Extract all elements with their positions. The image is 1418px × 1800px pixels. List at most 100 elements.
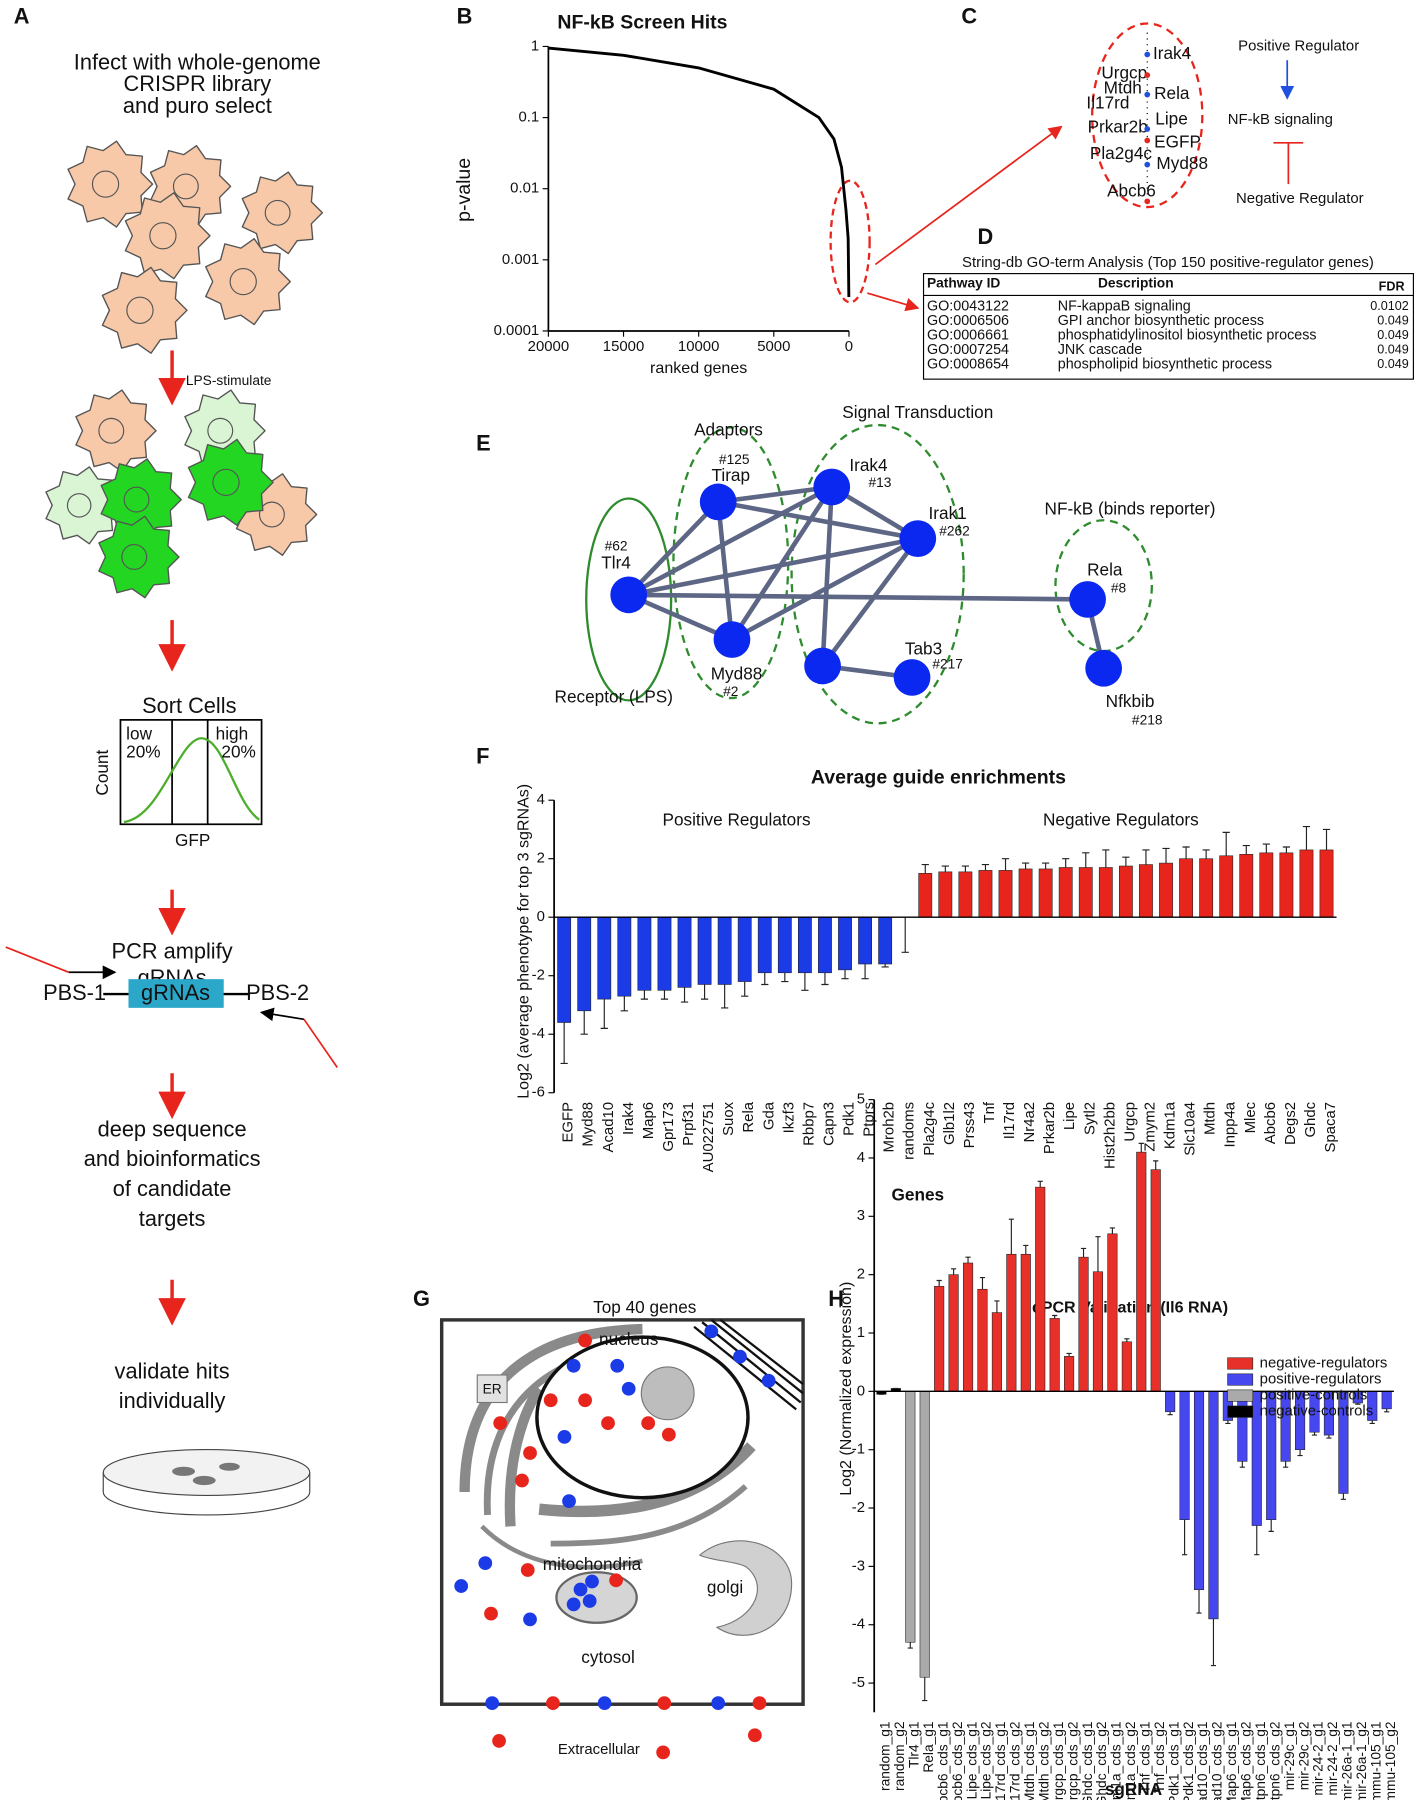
error-bar — [1239, 1461, 1245, 1468]
bar — [1159, 862, 1173, 918]
step-text: individually — [119, 1388, 226, 1413]
x-tick-label: Pdk1_cds_g2 — [1181, 1721, 1196, 1800]
x-tick-label: Mtdh_cds_g2 — [1036, 1721, 1051, 1800]
bar — [1006, 1253, 1017, 1392]
cell-label: Extracellular — [558, 1742, 640, 1758]
x-tick-label: mir-24-2_g2 — [1325, 1721, 1340, 1795]
nucleolus — [640, 1366, 695, 1421]
arrow — [874, 125, 1063, 266]
y-tick-label: 5 — [857, 1092, 865, 1108]
x-tick-label: AU022751 — [701, 1102, 717, 1172]
x-tick-label: Zmym2 — [1142, 1102, 1158, 1152]
gfp-curve — [123, 737, 260, 824]
node-label: Rela — [1087, 559, 1123, 579]
x-tick-label: 0 — [845, 339, 853, 355]
x-tick-label: Ptpn6_cds_g2 — [1267, 1721, 1282, 1800]
x-tick-label: Map6_cds_g2 — [1239, 1721, 1254, 1800]
bar — [1118, 865, 1133, 918]
bar — [977, 1288, 988, 1392]
y-axis-label: p-value — [453, 158, 475, 222]
x-tick-label: Capn3 — [821, 1102, 837, 1146]
hit-dot — [1144, 91, 1151, 98]
legend-swatch — [1227, 1405, 1254, 1418]
colony — [192, 1475, 216, 1486]
bar — [1319, 849, 1334, 918]
cell-nucleus — [126, 296, 154, 324]
x-tick-label: Tnf — [982, 1101, 998, 1123]
node-label: Tirap — [712, 465, 751, 485]
bar — [998, 870, 1013, 918]
bar — [777, 916, 792, 974]
y-tick-label: 4 — [537, 792, 545, 808]
x-tick-label: Mtdh — [1203, 1102, 1219, 1135]
cell-label: cytosol — [581, 1647, 635, 1667]
bar — [1219, 855, 1234, 918]
panel-letter: E — [476, 430, 491, 455]
bar — [1193, 1391, 1205, 1591]
error-bar — [1095, 1236, 1101, 1272]
error-bar — [1062, 858, 1070, 868]
bar — [797, 916, 812, 974]
legend-label: negative-regulators — [1260, 1355, 1388, 1371]
x-tick-label: Gpr173 — [661, 1102, 677, 1152]
bar — [1179, 1391, 1190, 1520]
cell-label: ER — [483, 1382, 502, 1397]
x-tick-label: Map6 — [641, 1102, 657, 1139]
x-tick-label: Hist2h2bb — [1102, 1102, 1118, 1169]
cell — [241, 171, 324, 255]
y-tick-label: -5 — [852, 1675, 865, 1691]
x-tick-label: Glb1l2 — [942, 1102, 958, 1145]
x-tick-label: Abcb6_cds_g1 — [935, 1721, 950, 1800]
x-tick-label: Kdm1a — [1163, 1101, 1179, 1149]
legend-label: negative-controls — [1260, 1404, 1374, 1420]
step-text: CRISPR library — [123, 71, 271, 96]
gene-label: Pla2g4c — [1090, 143, 1153, 163]
x-tick-label: Pdk1 — [842, 1102, 858, 1136]
error-bar — [1322, 828, 1331, 850]
y-tick-label: -4 — [532, 1026, 545, 1042]
x-tick-label: Degs2 — [1283, 1102, 1299, 1145]
step-text: LPS-stimulate — [186, 373, 272, 388]
y-axis-label: Log2 (average phenotype for top 3 sgRNAs… — [515, 784, 533, 1099]
legend-text: Negative Regulator — [1236, 191, 1364, 207]
arrow — [867, 292, 920, 312]
error-bar — [1369, 1420, 1375, 1425]
panel-letter: F — [476, 743, 489, 768]
cell-nucleus — [66, 493, 92, 518]
table-cell: 0.0102 — [1370, 299, 1409, 313]
step-text: targets — [139, 1206, 206, 1231]
annotation: Positive Regulators — [662, 809, 810, 829]
bar — [948, 1274, 959, 1392]
bar — [818, 916, 832, 974]
error-bar — [1384, 1408, 1390, 1413]
bar — [1199, 858, 1214, 918]
error-bar — [741, 981, 749, 997]
x-tick-label: mmu-105_g1 — [1368, 1721, 1383, 1800]
bar — [991, 1312, 1002, 1392]
step-text: Infect with whole-genome — [74, 49, 321, 74]
group-label: Adaptors — [694, 419, 763, 439]
x-tick-label: Acad10_cds_g2 — [1210, 1721, 1225, 1800]
error-bar — [1102, 849, 1110, 868]
x-tick-label: Irak4 — [621, 1102, 637, 1135]
error-bar — [1355, 1403, 1361, 1405]
error-bar — [1167, 1411, 1173, 1416]
y-tick-label: 0.1 — [518, 110, 539, 126]
error-bar — [1311, 1432, 1318, 1436]
bar — [934, 1286, 945, 1392]
er-box — [476, 1374, 508, 1404]
x-tick-label: Nr4a2 — [1022, 1102, 1038, 1143]
table-cell: 0.049 — [1377, 314, 1409, 328]
error-bar — [1254, 1525, 1260, 1556]
error-bar — [1037, 1180, 1043, 1188]
x-tick-label: Mlec — [1243, 1101, 1259, 1133]
bar — [938, 871, 953, 918]
error-bar — [1138, 1142, 1144, 1153]
y-tick-label: 4 — [857, 1150, 865, 1166]
bar — [557, 916, 572, 1023]
error-bar — [700, 984, 709, 1000]
axis-label: Count — [92, 750, 112, 796]
cell — [98, 515, 180, 599]
colony — [172, 1466, 196, 1476]
